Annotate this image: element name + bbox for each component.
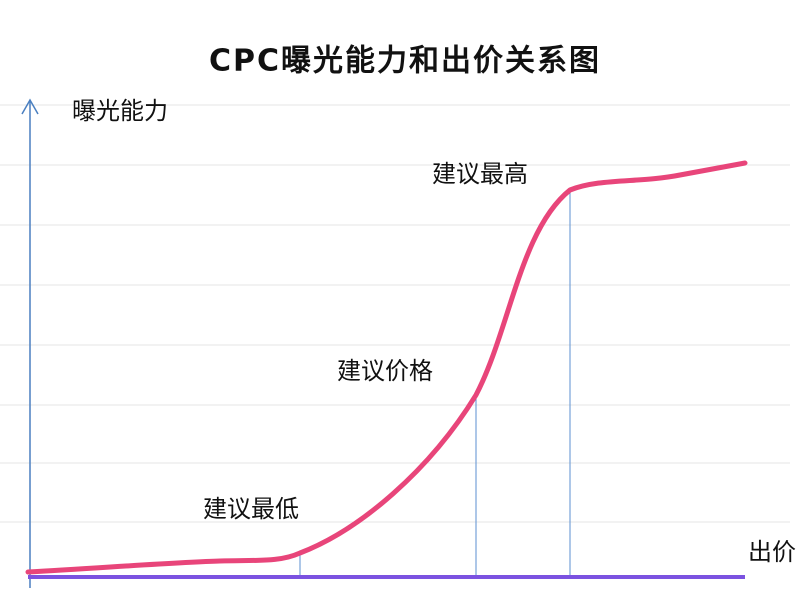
background-grid: [0, 104, 790, 523]
y-axis: [21, 98, 39, 588]
exposure-curve: [25, 160, 748, 575]
x-axis-label: 出价: [748, 538, 796, 566]
y-axis-label: 曝光能力: [72, 97, 168, 125]
title: CPC曝光能力和出价关系图: [209, 44, 601, 79]
annotation: 建议价格: [337, 357, 433, 385]
annotation: 建议最低: [203, 495, 299, 523]
annotation: 建议最高: [432, 160, 528, 188]
guide-lines: [299, 190, 571, 577]
